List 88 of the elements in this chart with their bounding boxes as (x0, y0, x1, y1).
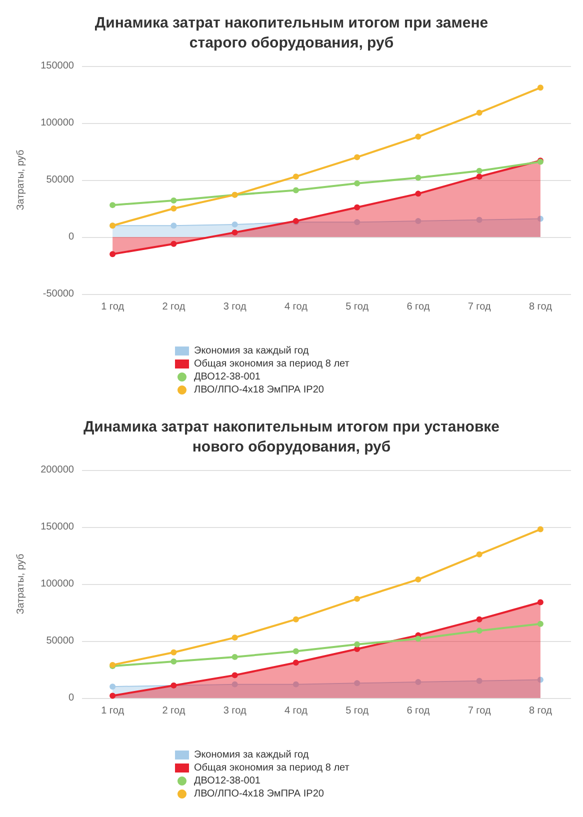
x-tick-label: 4 год (284, 302, 308, 312)
x-tick-label: 7 год (468, 706, 491, 716)
y-tick-label: 150000 (40, 60, 74, 72)
point (537, 216, 544, 222)
point (232, 672, 238, 678)
x-tick-label: 5 год (346, 706, 369, 716)
x-tick-label: 5 год (346, 302, 369, 312)
point (232, 681, 238, 688)
point (354, 641, 360, 648)
point (537, 599, 544, 606)
point (537, 526, 544, 532)
legend-label: ЛВО/ЛПО-4x18 ЭмПРА IP20 (194, 384, 324, 396)
point (476, 168, 482, 174)
point (292, 187, 299, 194)
legend-label: ДВО12-38-001 (194, 372, 261, 382)
x-tick-label: 7 год (468, 302, 491, 312)
legend-label: ДВО12-38-001 (194, 776, 261, 786)
point (110, 202, 116, 208)
point (476, 551, 482, 558)
point (415, 679, 422, 686)
y-tick-label: 100000 (40, 578, 74, 590)
x-tick-label: 6 год (406, 302, 430, 312)
point (170, 240, 177, 247)
x-tick-label: 3 год (223, 302, 246, 312)
point (537, 620, 544, 627)
legend-label: ЛВО/ЛПО-4x18 ЭмПРА IP20 (194, 788, 324, 800)
point (476, 628, 482, 634)
point (232, 221, 238, 228)
x-tick-label: 1 год (101, 706, 124, 716)
point (292, 174, 299, 180)
legend-label: Экономия за каждый год (194, 750, 309, 760)
point (415, 576, 422, 582)
point (170, 222, 177, 229)
y-tick-label: 50000 (46, 636, 74, 646)
point (537, 84, 544, 91)
point (476, 110, 482, 116)
y-tick-label: 150000 (40, 522, 74, 532)
legend-label: Экономия за каждый год (194, 346, 309, 356)
point (232, 634, 238, 641)
x-tick-label: 2 год (162, 302, 186, 312)
y-axis-title: Затраты, руб (16, 553, 26, 614)
point (292, 681, 299, 688)
point (170, 206, 177, 212)
y-tick-label: -50000 (42, 288, 74, 300)
point (354, 204, 360, 210)
point (292, 616, 299, 622)
y-tick-label: 0 (68, 692, 74, 704)
point (476, 216, 482, 223)
point (415, 174, 422, 181)
point (170, 649, 177, 656)
point (476, 174, 482, 180)
point (537, 676, 544, 683)
y-tick-label: 100000 (40, 118, 74, 128)
point (476, 616, 482, 622)
point (170, 658, 177, 665)
x-tick-label: 4 год (284, 706, 308, 716)
y-tick-label: 0 (68, 232, 74, 242)
point (232, 654, 238, 660)
point (170, 198, 177, 204)
point (292, 660, 299, 666)
chart-title: Динамика затрат накопительным итогом при установке нового оборудования, руб (83, 418, 500, 456)
x-tick-label: 8 год (528, 706, 552, 716)
point (354, 180, 360, 186)
legend-label: Общая экономия за период 8 лет (194, 762, 350, 774)
x-tick-label: 2 год (162, 706, 186, 716)
x-tick-label: 6 год (406, 706, 430, 716)
point (292, 648, 299, 654)
point (415, 218, 422, 224)
y-tick-label: 200000 (40, 464, 74, 476)
chart-title: Динамика затрат накопительным итогом при замене старого оборудования, руб (94, 14, 488, 52)
y-axis-title: Затраты, руб (16, 149, 26, 210)
point (110, 684, 116, 690)
point (476, 678, 482, 684)
x-tick-label: 3 год (223, 706, 246, 716)
x-tick-label: 8 год (528, 302, 552, 312)
x-tick-label: 1 год (101, 302, 124, 312)
y-tick-label: 50000 (46, 174, 74, 186)
point (354, 219, 360, 226)
point (415, 636, 422, 642)
legend-label: Общая экономия за период 8 лет (194, 358, 350, 370)
point (415, 134, 422, 140)
point (110, 692, 116, 699)
point (110, 251, 116, 258)
point (354, 596, 360, 602)
point (415, 190, 422, 197)
point (232, 229, 238, 236)
point (354, 680, 360, 686)
point (354, 154, 360, 160)
